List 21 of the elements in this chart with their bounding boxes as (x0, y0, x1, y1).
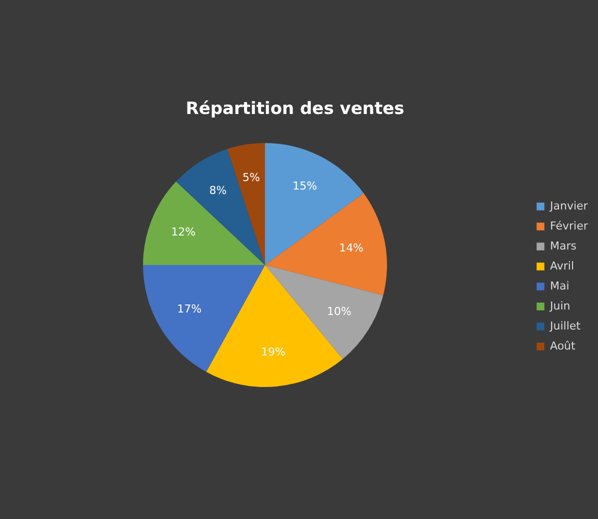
data-label: 8% (209, 184, 227, 197)
data-label: 5% (242, 171, 260, 184)
data-label: 12% (171, 226, 196, 239)
legend-label: Janvier (549, 200, 588, 212)
pie-slice (227, 143, 265, 265)
pie-slice (265, 193, 387, 296)
legend-label: Août (550, 340, 576, 352)
legend-label: Février (550, 220, 588, 232)
pie-slice (265, 143, 364, 265)
legend-label: Mai (550, 280, 570, 292)
pie-slice (143, 181, 265, 265)
data-label: 17% (177, 302, 202, 316)
data-label: 19% (261, 345, 286, 358)
chart-title: Répartition des ventes (186, 99, 404, 119)
legend-label: Avril (550, 260, 574, 272)
legend-label: Juillet (549, 320, 582, 332)
legend-label: Mars (550, 240, 577, 252)
data-label: 15% (292, 180, 318, 193)
legend-label: Juin (549, 300, 570, 312)
data-label: 10% (326, 305, 352, 318)
data-label: 14% (339, 242, 364, 255)
